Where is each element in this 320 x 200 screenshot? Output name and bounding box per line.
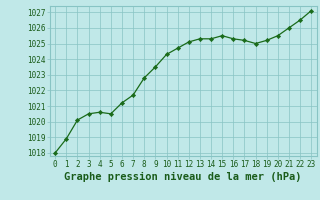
X-axis label: Graphe pression niveau de la mer (hPa): Graphe pression niveau de la mer (hPa): [64, 172, 302, 182]
